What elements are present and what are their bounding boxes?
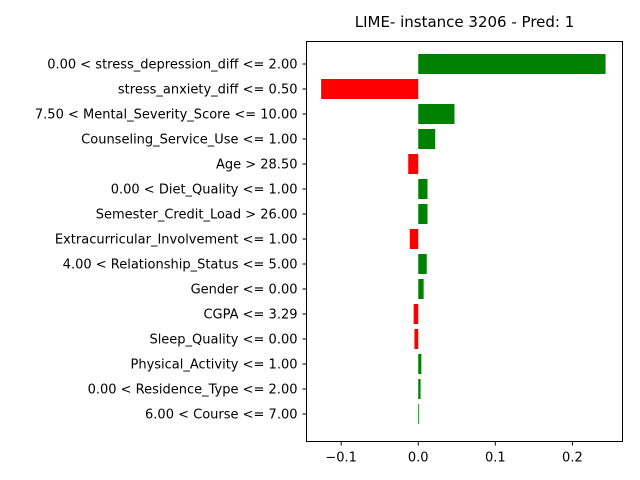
bar — [418, 204, 428, 224]
y-tick-label: Age > 28.50 — [216, 158, 298, 173]
y-tick-label: Semester_Credit_Load > 26.00 — [96, 208, 298, 223]
y-tick-label: Gender <= 0.00 — [191, 283, 298, 298]
y-tick-label: Sleep_Quality <= 0.00 — [149, 333, 297, 348]
y-tick-label: 4.00 < Relationship_Status <= 5.00 — [63, 258, 298, 273]
y-tick-label: Counseling_Service_Use <= 1.00 — [81, 133, 297, 148]
y-tick-label: 0.00 < Residence_Type <= 2.00 — [88, 383, 298, 398]
bar — [414, 329, 419, 349]
chart-title: LIME- instance 3206 - Pred: 1 — [355, 13, 575, 31]
y-tick-label: 6.00 < Course <= 7.00 — [145, 408, 297, 423]
bar — [408, 154, 419, 174]
x-tick-label: −0.1 — [325, 451, 357, 466]
bars-layer — [321, 54, 606, 424]
bar — [418, 404, 420, 424]
y-tick-label: 0.00 < Diet_Quality <= 1.00 — [111, 183, 298, 198]
y-tick-label: Physical_Activity <= 1.00 — [131, 358, 298, 373]
bar — [409, 229, 419, 249]
bar — [418, 129, 436, 149]
y-tick-label: CGPA <= 3.29 — [203, 308, 297, 323]
bar — [418, 279, 424, 299]
y-tick-label: Extracurricular_Involvement <= 1.00 — [55, 233, 298, 248]
y-tick-label: 7.50 < Mental_Severity_Score <= 10.00 — [35, 108, 298, 123]
x-tick-label: 0.1 — [485, 451, 506, 466]
y-tick-label: 0.00 < stress_depression_diff <= 2.00 — [47, 58, 297, 73]
bar — [418, 104, 455, 124]
bar — [418, 354, 422, 374]
bar — [418, 254, 427, 274]
x-tick-label: 0.0 — [408, 451, 429, 466]
bar — [418, 54, 606, 74]
bar — [418, 179, 428, 199]
bar — [321, 79, 419, 99]
y-tick-label: stress_anxiety_diff <= 0.50 — [118, 83, 298, 98]
y-tick-labels: 0.00 < stress_depression_diff <= 2.00 str… — [35, 58, 307, 423]
plot-frame — [306, 41, 623, 442]
x-tick-label: 0.2 — [562, 451, 583, 466]
bar — [418, 379, 421, 399]
x-axis: −0.1 0.0 0.1 0.2 — [325, 441, 583, 466]
bar — [413, 304, 419, 324]
